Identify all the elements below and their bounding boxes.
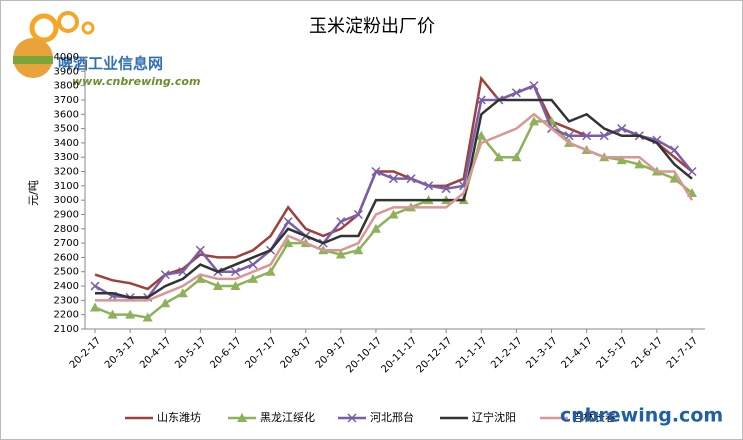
marker bbox=[265, 266, 276, 276]
y-tick-label: 2200 bbox=[54, 310, 79, 321]
y-tick-label: 2900 bbox=[54, 209, 79, 220]
y-tick-label: 2800 bbox=[54, 224, 79, 235]
y-tick-label: 2700 bbox=[54, 238, 79, 249]
y-tick-label: 2500 bbox=[54, 267, 79, 278]
logo: 啤酒工业信息网 www.cnbrewing.com bbox=[13, 11, 200, 88]
marker bbox=[476, 130, 487, 140]
logo-title: 啤酒工业信息网 bbox=[58, 55, 163, 73]
marker bbox=[212, 281, 223, 291]
marker bbox=[493, 152, 504, 162]
marker bbox=[283, 238, 294, 248]
y-tick-label: 3100 bbox=[54, 181, 79, 192]
marker bbox=[125, 309, 136, 319]
marker bbox=[406, 174, 416, 184]
marker bbox=[528, 116, 539, 126]
y-tick-label: 4000 bbox=[54, 52, 79, 63]
legend-item: 吉林长春 bbox=[540, 410, 616, 424]
logo-ring bbox=[29, 13, 59, 43]
y-tick-label: 3500 bbox=[54, 124, 79, 135]
marker bbox=[669, 145, 679, 155]
marker bbox=[669, 173, 680, 183]
y-tick-label: 2400 bbox=[54, 281, 79, 292]
legend-label: 黑龙江绥化 bbox=[260, 410, 315, 424]
marker bbox=[511, 152, 522, 162]
marker bbox=[160, 270, 170, 280]
marker bbox=[283, 217, 293, 227]
y-tick-label: 2600 bbox=[54, 252, 79, 263]
legend-item: 辽宁沈阳 bbox=[440, 410, 516, 424]
legend-item: 黑龙江绥化 bbox=[228, 410, 315, 424]
legend-label: 吉林长春 bbox=[572, 410, 616, 424]
logo-band bbox=[13, 56, 53, 64]
marker bbox=[90, 281, 100, 291]
marker bbox=[564, 131, 574, 141]
marker bbox=[195, 273, 206, 283]
marker bbox=[142, 312, 153, 322]
marker bbox=[599, 131, 609, 141]
marker bbox=[353, 209, 363, 220]
marker bbox=[476, 95, 486, 105]
marker bbox=[178, 267, 188, 277]
y-tick-label: 3300 bbox=[54, 152, 79, 163]
marker bbox=[90, 302, 100, 312]
marker bbox=[195, 245, 205, 255]
marker bbox=[617, 124, 627, 134]
y-tick-label: 3400 bbox=[54, 138, 79, 149]
y-axis-label: 元/吨 bbox=[27, 180, 40, 206]
marker bbox=[529, 81, 539, 91]
marker bbox=[388, 174, 399, 184]
logo-ring bbox=[57, 11, 79, 33]
marker bbox=[511, 88, 521, 98]
legend-label: 辽宁沈阳 bbox=[472, 410, 516, 424]
series-line bbox=[95, 98, 693, 299]
marker bbox=[634, 159, 645, 169]
y-tick-label: 3600 bbox=[54, 109, 79, 120]
y-tick-label: 3800 bbox=[54, 81, 79, 92]
marker bbox=[230, 281, 241, 291]
legend-item: 河北邢台 bbox=[338, 410, 414, 424]
legend-label: 河北邢台 bbox=[370, 410, 414, 424]
marker bbox=[237, 413, 247, 422]
marker bbox=[230, 267, 241, 277]
marker bbox=[107, 309, 118, 319]
watermark: cnbrewing.com bbox=[560, 405, 723, 427]
marker bbox=[160, 298, 171, 308]
y-tick-label: 2300 bbox=[54, 295, 79, 306]
marker bbox=[616, 155, 627, 165]
series-line bbox=[95, 112, 694, 302]
marker bbox=[371, 166, 381, 177]
logo-ring bbox=[81, 21, 95, 35]
legend-label: 山东潍坊 bbox=[157, 410, 201, 424]
y-tick-label: 3700 bbox=[54, 95, 79, 106]
marker bbox=[370, 223, 381, 233]
legend-item: 山东潍坊 bbox=[125, 410, 201, 424]
marker bbox=[248, 273, 259, 283]
marker bbox=[353, 245, 364, 255]
marker bbox=[687, 166, 697, 177]
marker bbox=[248, 260, 258, 270]
logo-url: www.cnbrewing.com bbox=[72, 75, 200, 88]
chart-title: 玉米淀粉出厂价 bbox=[309, 16, 435, 37]
marker bbox=[177, 288, 188, 298]
y-tick-label: 3000 bbox=[54, 195, 79, 206]
y-tick-label: 3900 bbox=[54, 66, 79, 77]
y-tick-label: 2100 bbox=[54, 324, 79, 335]
marker bbox=[582, 131, 592, 141]
marker bbox=[336, 217, 346, 227]
y-tick-label: 3200 bbox=[54, 167, 79, 178]
marker bbox=[347, 413, 357, 423]
marker bbox=[335, 249, 346, 259]
marker bbox=[424, 181, 434, 191]
marker bbox=[441, 184, 451, 194]
marker bbox=[388, 209, 399, 219]
